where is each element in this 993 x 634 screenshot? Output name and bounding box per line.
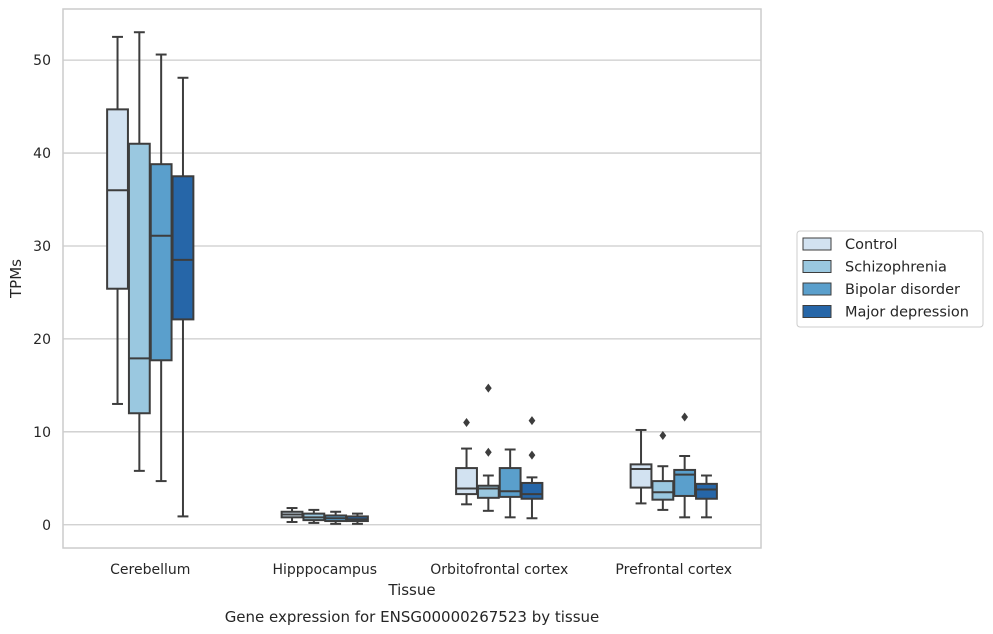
x-tick-label: Orbitofrontal cortex (430, 562, 568, 578)
flier-point (659, 431, 667, 441)
legend-label: Bipolar disorder (845, 282, 960, 298)
legend-items: Control Schizophrenia Bipolar disorder Majo… (802, 237, 969, 321)
box-control-2 (455, 418, 478, 506)
flier-point (528, 450, 536, 460)
y-tick-label: 50 (33, 53, 51, 69)
y-tick-label: 40 (33, 146, 51, 162)
y-tick-label: 0 (42, 518, 51, 534)
legend-swatch (802, 260, 832, 273)
box-schizophrenia-1 (302, 508, 326, 524)
box-bipolar-disorder-0 (149, 53, 173, 483)
box-schizophrenia-3 (651, 431, 675, 511)
box-major-depression-2 (520, 416, 544, 520)
box-iqr (149, 163, 173, 362)
box-major-depression-1 (346, 512, 369, 525)
box-iqr (455, 467, 478, 496)
flier-point (484, 383, 492, 393)
box-schizophrenia-0 (127, 31, 151, 472)
box-iqr (171, 175, 195, 321)
flier-point (681, 412, 689, 422)
y-tick-label: 30 (33, 239, 51, 255)
plot-frame (62, 8, 762, 549)
box-major-depression-0 (171, 76, 195, 518)
legend-item: Control (802, 237, 897, 253)
x-tick-label: Hipppocampus (272, 562, 377, 578)
legend-swatch (802, 237, 832, 251)
box-iqr (520, 481, 544, 500)
flier-point (484, 447, 492, 457)
flier-point (528, 416, 536, 426)
chart-caption: Gene expression for ENSG00000267523 by t… (225, 608, 600, 626)
box-bipolar-disorder-3 (673, 412, 697, 519)
y-axis-label: TPMs (7, 259, 25, 299)
legend: Control Schizophrenia Bipolar disorder Majo… (796, 230, 984, 328)
legend-frame (796, 230, 984, 328)
box-bipolar-disorder-1 (324, 510, 348, 525)
legend-label: Control (845, 237, 897, 253)
box-iqr (127, 142, 151, 415)
legend-swatch (802, 282, 832, 296)
box-schizophrenia-2 (476, 383, 500, 512)
box-control-0 (106, 35, 129, 405)
y-tick-label: 20 (33, 332, 51, 348)
box-iqr (651, 480, 675, 501)
box-control-3 (629, 428, 653, 505)
x-tick-labels: Cerebellum Hipppocampus Orbitofrontal cort… (110, 562, 732, 578)
x-tick-label: Prefrontal cortex (615, 562, 732, 578)
box-iqr (106, 108, 129, 290)
y-tick-label: 10 (33, 425, 51, 441)
box-iqr (498, 467, 522, 498)
box-bipolar-disorder-2 (498, 448, 522, 519)
legend-label: Schizophrenia (845, 260, 947, 276)
box-control-1 (280, 507, 304, 523)
flier-point (463, 418, 470, 428)
box-iqr (629, 463, 653, 489)
legend-swatch (802, 305, 832, 318)
box-iqr (695, 482, 718, 500)
legend-label: Major depression (845, 305, 969, 321)
plot-boxes (106, 31, 718, 525)
legend-item: Major depression (802, 305, 969, 321)
legend-item: Schizophrenia (802, 260, 947, 276)
legend-item: Bipolar disorder (802, 282, 960, 298)
x-tick-label: Cerebellum (110, 562, 190, 578)
y-tick-labels: 0 10 20 30 40 50 (33, 53, 51, 534)
x-axis-label: Tissue (387, 581, 435, 599)
box-major-depression-3 (695, 474, 718, 519)
